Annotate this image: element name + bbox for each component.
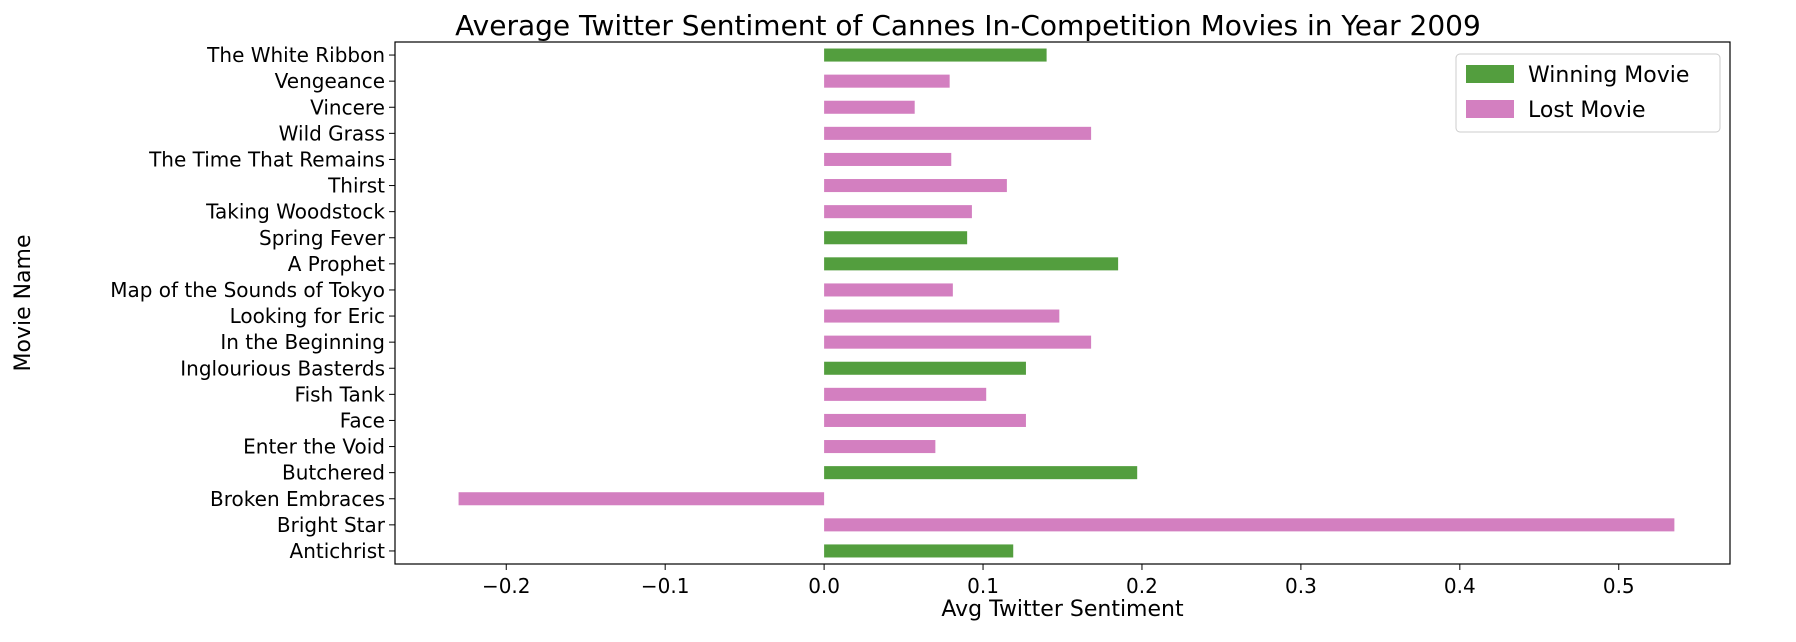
x-tick-label: −0.2 (482, 574, 531, 598)
bar-in-the-beginning (824, 335, 1092, 349)
bar-the-white-ribbon (824, 48, 1047, 62)
y-tick-label: Map of the Sounds of Tokyo (110, 278, 385, 302)
bar-looking-for-eric (824, 309, 1060, 323)
bar-antichrist (824, 544, 1014, 558)
x-tick-label: 0.4 (1444, 574, 1476, 598)
x-tick-label: 0.2 (1126, 574, 1158, 598)
y-tick-label: The White Ribbon (206, 43, 385, 67)
bar-spring-fever (824, 231, 968, 245)
y-tick-label: Antichrist (290, 539, 386, 563)
x-tick-label: −0.1 (641, 574, 690, 598)
y-tick-label: Inglourious Basterds (180, 356, 385, 380)
y-tick-label: Butchered (282, 461, 385, 485)
plot-area: −0.2 −0.1 0.0 0.1 0.2 0.3 0.4 0.5 The White Rib… (110, 41, 1731, 598)
y-axis-label: Movie Name (11, 234, 36, 371)
y-tick-label: Face (340, 408, 385, 432)
x-axis-ticks: −0.2 −0.1 0.0 0.1 0.2 0.3 0.4 0.5 (482, 564, 1635, 598)
bar-vengeance (824, 74, 950, 88)
y-tick-label: Vincere (310, 95, 385, 119)
bar-a-prophet (824, 257, 1119, 271)
plot-frame (394, 41, 1731, 565)
bars-group (458, 48, 1675, 558)
y-tick-label: Taking Woodstock (205, 200, 385, 224)
bar-map-of-the-sounds-of-tokyo (824, 283, 953, 297)
legend: Winning Movie Lost Movie (1455, 53, 1721, 133)
y-tick-label: Thirst (327, 174, 385, 198)
x-tick-label: 0.3 (1285, 574, 1317, 598)
y-tick-label: Wild Grass (279, 121, 385, 145)
bar-taking-woodstock (824, 205, 972, 219)
legend-swatch-lost (1466, 100, 1514, 118)
y-tick-label: Vengeance (275, 69, 385, 93)
y-tick-label: Fish Tank (295, 382, 386, 406)
legend-swatch-winning (1466, 65, 1514, 83)
legend-label-lost: Lost Movie (1528, 98, 1646, 123)
x-tick-label: 0.0 (808, 574, 840, 598)
bar-inglourious-basterds (824, 361, 1026, 375)
bar-bright-star (824, 518, 1675, 532)
y-tick-label: A Prophet (288, 252, 385, 276)
bar-wild-grass (824, 126, 1092, 140)
x-axis-label: Avg Twitter Sentiment (941, 597, 1184, 622)
y-tick-label: In the Beginning (220, 330, 385, 354)
bar-broken-embraces (458, 492, 825, 506)
x-tick-label: 0.1 (967, 574, 999, 598)
bar-enter-the-void (824, 440, 936, 454)
y-tick-label: Looking for Eric (230, 304, 385, 328)
bar-butchered (824, 466, 1138, 480)
legend-box (1455, 53, 1721, 133)
x-tick-label: 0.5 (1603, 574, 1635, 598)
bar-fish-tank (824, 387, 987, 401)
bar-face (824, 413, 1026, 427)
y-tick-label: Broken Embraces (210, 487, 385, 511)
y-tick-label: Bright Star (277, 513, 386, 537)
bar-the-time-that-remains (824, 152, 952, 166)
y-tick-label: Spring Fever (259, 226, 386, 250)
bar-thirst (824, 179, 1007, 193)
y-tick-label: The Time That Remains (148, 147, 385, 171)
y-tick-label: Enter the Void (243, 435, 385, 459)
legend-label-winning: Winning Movie (1528, 63, 1689, 88)
bar-vincere (824, 100, 915, 114)
chart-title: Average Twitter Sentiment of Cannes In-C… (455, 9, 1481, 42)
